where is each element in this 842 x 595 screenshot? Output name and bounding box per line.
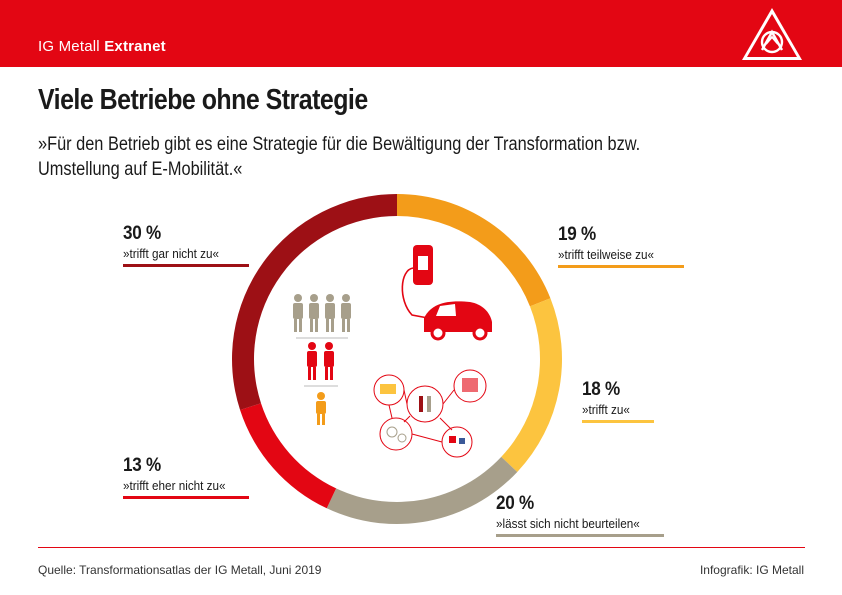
brand: IG Metall Extranet	[38, 38, 166, 55]
donut-slice	[231, 194, 397, 410]
subtitle: »Für den Betrieb gibt es eine Strategie …	[38, 134, 641, 180]
ig-metall-logo-icon	[742, 8, 802, 60]
slice-label: 18 % »trifft zu«	[582, 379, 654, 423]
slice-category-label: »trifft eher nicht zu«	[123, 478, 226, 493]
donut-slice	[326, 456, 518, 524]
network-industry-icon	[373, 369, 487, 458]
slice-color-bar	[496, 534, 664, 537]
slice-category-label: »trifft zu«	[582, 402, 630, 417]
slice-value-label: 19 %	[558, 224, 596, 245]
brand-extranet: Extranet	[104, 38, 166, 55]
slice-color-bar	[582, 420, 654, 423]
slice-value-label: 30 %	[123, 223, 161, 244]
slice-color-bar	[123, 264, 249, 267]
slice-label: 20 % »lässt sich nicht beurteilen«	[496, 493, 664, 537]
slice-label: 19 % »trifft teilweise zu«	[558, 224, 684, 268]
slice-value-label: 18 %	[582, 379, 620, 400]
footer-divider	[38, 547, 805, 548]
workers-group-icon	[293, 294, 351, 425]
donut-slice	[397, 194, 551, 307]
brand-name: IG Metall	[38, 38, 100, 55]
slice-value-label: 13 %	[123, 455, 161, 476]
donut-slice	[501, 298, 562, 472]
page-title: Viele Betriebe ohne Strategie	[38, 84, 368, 116]
credit-note: Infografik: IG Metall	[699, 563, 804, 577]
donut-slice	[240, 403, 337, 509]
slice-category-label: »trifft teilweise zu«	[558, 247, 655, 262]
header-bar: IG Metall Extranet	[0, 0, 842, 67]
slice-category-label: »lässt sich nicht beurteilen«	[496, 516, 640, 531]
slice-category-label: »trifft gar nicht zu«	[123, 246, 220, 261]
source-note: Quelle: Transformationsatlas der IG Meta…	[38, 563, 322, 577]
slice-color-bar	[558, 265, 684, 268]
slice-label: 30 % »trifft gar nicht zu«	[123, 223, 249, 267]
slice-label: 13 % »trifft eher nicht zu«	[123, 455, 249, 499]
slice-value-label: 20 %	[496, 493, 534, 514]
slice-color-bar	[123, 496, 249, 499]
ev-charging-car-icon	[401, 245, 492, 341]
